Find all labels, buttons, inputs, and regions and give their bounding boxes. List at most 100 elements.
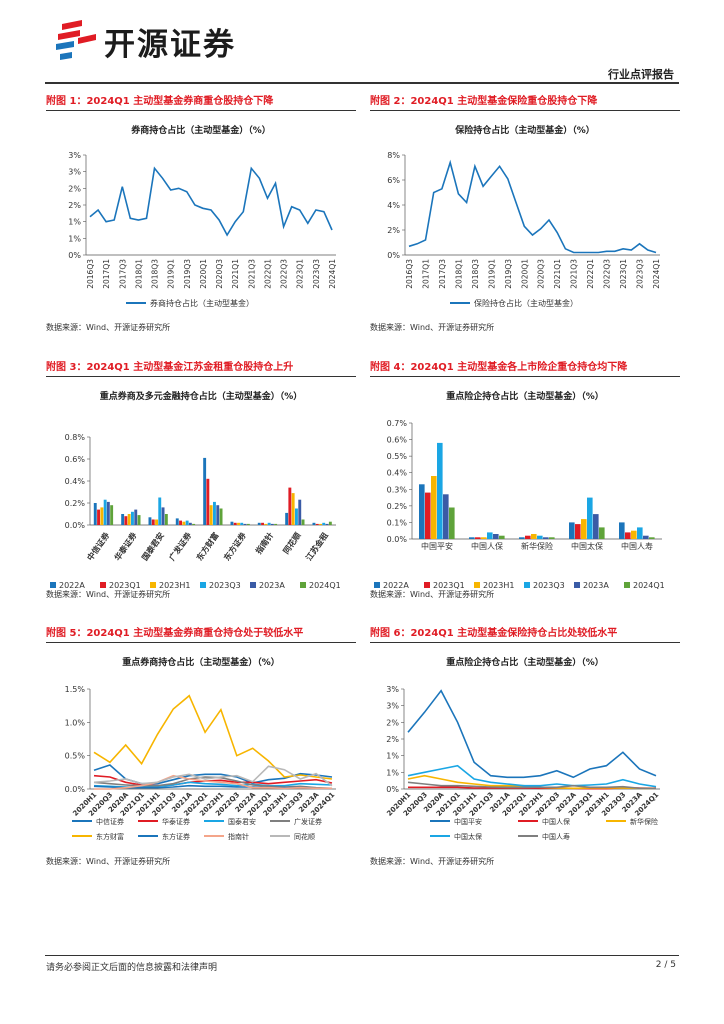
y-tick-label: 6% [387, 176, 400, 185]
x-tick-label: 2017Q3 [438, 259, 447, 289]
bar [443, 494, 449, 539]
bar [537, 535, 543, 539]
bar [587, 497, 593, 539]
source-note: 数据来源：Wind、开源证券研究所 [370, 323, 495, 332]
footer-divider [45, 955, 679, 956]
y-tick-label: 1% [386, 752, 399, 761]
y-tick-label: 0.1% [387, 518, 408, 527]
x-tick-label: 中信证券 [85, 530, 112, 563]
x-tick-label: 2018Q1 [454, 259, 463, 289]
y-tick-label: 0.2% [65, 499, 86, 508]
figure-2: 附图 2：2024Q1 主动型基金保险重仓股持仓下降 保险持仓占比（主动型基金）… [370, 92, 680, 326]
x-tick-label: 指南针 [253, 530, 275, 555]
chart-5: 重点券商持仓占比（主动型基金）（%）0.0%0.5%1.0%1.5%2020H1… [65, 656, 337, 841]
legend-label: 中国平安 [454, 817, 482, 826]
bar [288, 487, 292, 525]
x-tick-label: 2017Q1 [102, 259, 111, 289]
legend-label: 2024Q1 [633, 581, 665, 590]
legend-label: 指南针 [228, 832, 249, 841]
bar [185, 520, 189, 525]
bar [164, 514, 168, 525]
legend-label: 中国人寿 [542, 832, 570, 841]
series-line [407, 781, 657, 790]
legend-label: 国泰君安 [228, 817, 256, 826]
bar [274, 523, 278, 525]
legend-label: 2022A [383, 581, 409, 590]
legend-label: 中信证券 [96, 817, 124, 826]
x-tick-label: 2020Q1 [199, 259, 208, 289]
bar [328, 521, 332, 525]
bar [209, 505, 213, 525]
bar [175, 518, 179, 525]
bar [261, 522, 264, 525]
bar [267, 522, 271, 525]
y-tick-label: 0.0% [387, 535, 408, 544]
x-tick-label: 2017Q3 [118, 259, 127, 289]
logo: 开源证券 [52, 18, 236, 64]
source-note: 数据来源：Wind、开源证券研究所 [370, 857, 495, 866]
x-tick-label: 新华保险 [521, 541, 553, 551]
bar [192, 523, 196, 525]
x-tick-label: 2020Q3 [537, 259, 546, 289]
y-tick-label: 0.6% [387, 436, 408, 445]
bar [631, 530, 637, 539]
y-tick-label: 0.7% [387, 419, 408, 428]
y-tick-label: 0.5% [65, 752, 86, 761]
legend-label: 同花顺 [294, 832, 315, 841]
figure-title: 附图 5：2024Q1 主动型基金券商重仓持仓处于较低水平 [46, 624, 356, 643]
legend-label: 东方证券 [162, 832, 190, 841]
bar [103, 499, 107, 525]
source-note: 数据来源：Wind、开源证券研究所 [46, 323, 171, 332]
legend-label: 广发证券 [294, 817, 322, 826]
legend-label: 东方财富 [96, 832, 124, 841]
x-tick-label: 2024Q1 [328, 259, 337, 289]
chart-title: 重点券商及多元金融持仓占比（主动型基金）（%） [100, 390, 303, 402]
bar [493, 534, 499, 539]
x-tick-label: 中国太保 [571, 541, 603, 551]
bar [285, 512, 289, 525]
x-tick-label: 国泰君安 [139, 530, 166, 562]
legend-label: 2022A [59, 581, 85, 590]
legend-swatch [374, 582, 380, 588]
x-tick-label: 2016Q3 [405, 259, 414, 289]
y-tick-label: 0.3% [387, 485, 408, 494]
series-line [93, 774, 333, 787]
chart-2: 保险持仓占比（主动型基金）（%） 0% 2% 4% 6% 8% 2016Q3 2017Q1 20… [387, 124, 661, 308]
bar [257, 522, 261, 525]
figure-title: 附图 1：2024Q1 主动型基金券商重仓股持仓下降 [46, 92, 356, 111]
figure-4: 附图 4：2024Q1 主动型基金各上市险企重仓持仓均下降 重点险企持仓占比（主… [370, 358, 680, 597]
bar [619, 522, 625, 539]
bar [301, 519, 305, 525]
disclaimer: 请务必参阅正文后面的信息披露和法律声明 [46, 963, 218, 973]
bar [213, 501, 216, 525]
bar [127, 514, 131, 525]
legend-swatch [574, 582, 580, 588]
x-tick-label: 2019Q3 [183, 259, 192, 289]
legend-swatch [50, 582, 56, 588]
source-note: 数据来源：Wind、开源证券研究所 [46, 857, 171, 866]
series-line [93, 694, 333, 780]
bar [319, 523, 322, 525]
y-tick-label: 3% [386, 685, 399, 694]
x-tick-label: 2020Q3 [215, 259, 224, 289]
figure-6: 附图 6：2024Q1 主动型基金保险持仓占比处较低水平 重点险企持仓占比（主动… [370, 624, 680, 853]
chart-6: 重点险企持仓占比（主动型基金）（%）0%1%1%2%2%3%3%2020H120… [385, 656, 660, 841]
bar [137, 515, 141, 525]
chart-title: 重点险企持仓占比（主动型基金）（%） [446, 656, 604, 668]
bar [264, 523, 268, 525]
x-tick-label: 中国平安 [421, 541, 453, 551]
header-divider [45, 82, 679, 84]
bar [151, 519, 155, 525]
bar [219, 508, 223, 525]
bar [93, 503, 97, 525]
legend-swatch [100, 582, 106, 588]
legend-swatch [250, 582, 256, 588]
bar [243, 523, 247, 525]
legend-label: 2024Q1 [309, 581, 341, 590]
bar [158, 497, 162, 525]
bar [148, 517, 152, 525]
bar [437, 442, 443, 539]
legend: 2022A 2023Q1 2023H1 2023Q3 2023A 2024Q1 [374, 581, 665, 590]
bar [419, 484, 425, 539]
bar [131, 511, 134, 525]
